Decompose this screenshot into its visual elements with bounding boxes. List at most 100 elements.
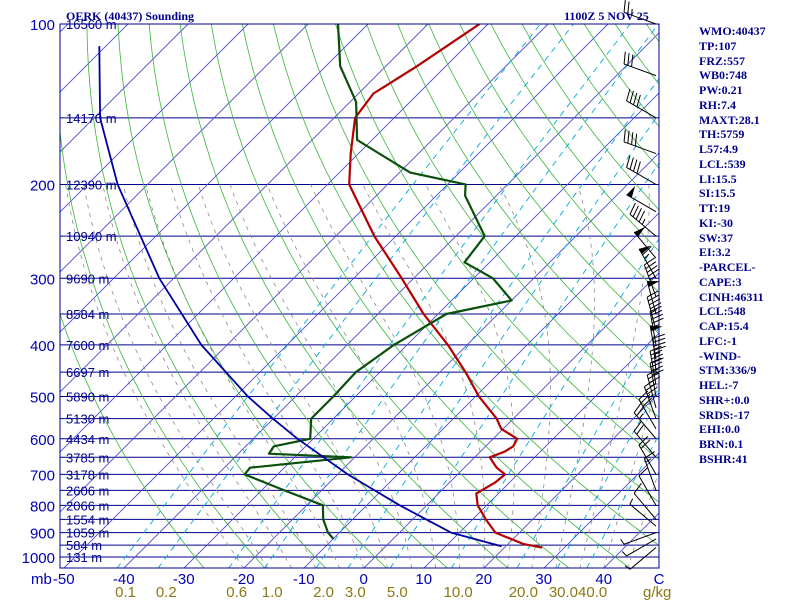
stability-index-item: SI:15.5 <box>699 186 736 201</box>
wind-barb-flag <box>631 132 634 145</box>
wind-barb-staff <box>646 296 657 331</box>
wind-barb-flag <box>627 1 630 14</box>
moist-adiabat-line <box>555 184 595 568</box>
dry-adiabat-line <box>583 24 659 128</box>
isotherm-line <box>543 452 659 568</box>
dry-adiabat-line <box>117 24 387 568</box>
mixing-ratio-line <box>450 238 659 568</box>
stability-index-item: WMO:40437 <box>699 24 766 38</box>
wind-barb <box>626 185 657 213</box>
dry-adiabat-line <box>335 24 659 460</box>
mixing-ratio-label: 0.2 <box>156 584 177 600</box>
moist-adiabat-line <box>83 184 268 568</box>
wind-barb-flag <box>650 309 663 316</box>
mixing-ratio-line <box>556 387 659 568</box>
stability-index-item: EHI:0.0 <box>699 422 741 437</box>
height-level-label: 4434 m <box>66 432 109 447</box>
diagram-grid <box>0 24 659 568</box>
wind-barb-flag <box>627 53 630 66</box>
wind-barb-staff <box>638 444 657 475</box>
wind-barb-flag <box>627 130 630 144</box>
wind-barb-staff <box>626 167 657 185</box>
wind-barb-flag <box>649 305 662 312</box>
pressure-tick-label: 800 <box>30 498 55 515</box>
stability-index-item: HEL:-7 <box>699 378 739 392</box>
wind-barb-half-flag <box>620 538 625 545</box>
mixing-ratio-line <box>157 24 574 568</box>
wind-barb-flag <box>634 133 638 147</box>
height-level-label: 3785 m <box>66 450 109 465</box>
wind-barb-staff <box>626 538 657 557</box>
stability-index-item: STM:336/9 <box>699 363 757 378</box>
height-level-label: 1554 m <box>66 512 109 527</box>
isotherm-line <box>0 24 8 568</box>
height-level-label: 5890 m <box>66 390 109 405</box>
dry-adiabat-line <box>428 24 659 335</box>
wind-barb-flag <box>636 94 641 107</box>
moist-adiabat-line <box>229 184 413 568</box>
wind-barb <box>623 129 657 155</box>
wind-barb-staff <box>623 532 657 545</box>
wind-barb-flag <box>633 92 638 105</box>
wind-barb <box>638 466 657 506</box>
wind-barb-flag <box>650 302 662 310</box>
wind-barb-staff <box>646 374 657 408</box>
temperature-tick-label: -40 <box>113 571 135 588</box>
moist-adiabat-line <box>579 184 650 568</box>
wind-barb-flag <box>647 372 660 380</box>
height-level-label: 3178 m <box>66 467 109 482</box>
wind-barb-flag <box>646 386 658 395</box>
wind-barb-staff <box>629 213 657 237</box>
stability-index-item: LI:15.5 <box>699 171 737 186</box>
wind-barb <box>646 290 662 331</box>
wind-barb-flag <box>636 405 645 417</box>
wind-barb-pennant <box>626 185 636 198</box>
wind-barb-pennant <box>634 226 646 237</box>
sounding-time: 1100Z 5 NOV 25 <box>564 9 649 23</box>
stability-index-item: CINH:46311 <box>699 289 764 304</box>
temperature-tick-label: -50 <box>53 571 75 588</box>
stability-index-item: -WIND- <box>699 348 741 363</box>
wind-barb-staff <box>649 325 657 360</box>
wind-barb-flag <box>649 345 662 352</box>
mixing-ratio-line <box>264 24 659 568</box>
plot-frame <box>59 23 660 569</box>
isotherm-line <box>60 24 369 333</box>
stability-index-item: KI:-30 <box>699 215 733 230</box>
stability-index-item: LFC:-1 <box>699 333 737 348</box>
dewpoint-curve <box>243 24 513 540</box>
wind-barb-half-flag <box>649 276 656 281</box>
wind-barb-staff <box>649 351 657 385</box>
stability-index-item: TT:19 <box>699 201 731 215</box>
wind-barb-flag <box>636 161 641 174</box>
parcel-curve <box>98 46 502 548</box>
stability-index-item: TP:107 <box>699 38 737 53</box>
wind-barb-half-flag <box>631 8 633 16</box>
pressure-tick-label: 700 <box>30 467 55 484</box>
wind-barb-half-flag <box>629 498 634 505</box>
wind-barb-half-flag <box>641 218 646 225</box>
height-level-label: 2066 m <box>66 498 109 513</box>
wind-barb-pennant <box>650 325 663 332</box>
wind-barb-staff <box>638 399 657 430</box>
temperature-tick-label: 10 <box>415 571 432 588</box>
temperature-curve <box>348 24 543 549</box>
stability-index-item: SHR+:0.0 <box>699 392 750 407</box>
pressure-unit-label: mb <box>31 571 52 588</box>
wind-barb-flag <box>638 210 646 223</box>
isotherm-line <box>60 24 429 393</box>
wind-barb-flag <box>629 90 634 103</box>
wind-barb-flag <box>629 157 634 170</box>
wind-barb-pennant <box>639 245 651 255</box>
stability-index-item: BRN:0.1 <box>699 437 744 451</box>
dry-adiabat-line <box>86 24 327 568</box>
wind-barb-flag <box>646 290 659 298</box>
stability-index-item: WB0:748 <box>699 68 747 83</box>
height-level-label: 9690 m <box>66 271 109 286</box>
mixing-ratio-label: 30.0 <box>549 584 578 600</box>
pressure-tick-label: 400 <box>30 338 55 355</box>
stability-index-item: SRDS:-17 <box>699 407 750 422</box>
moist-adiabat-line <box>362 184 486 568</box>
wind-barb-flag <box>653 345 666 351</box>
